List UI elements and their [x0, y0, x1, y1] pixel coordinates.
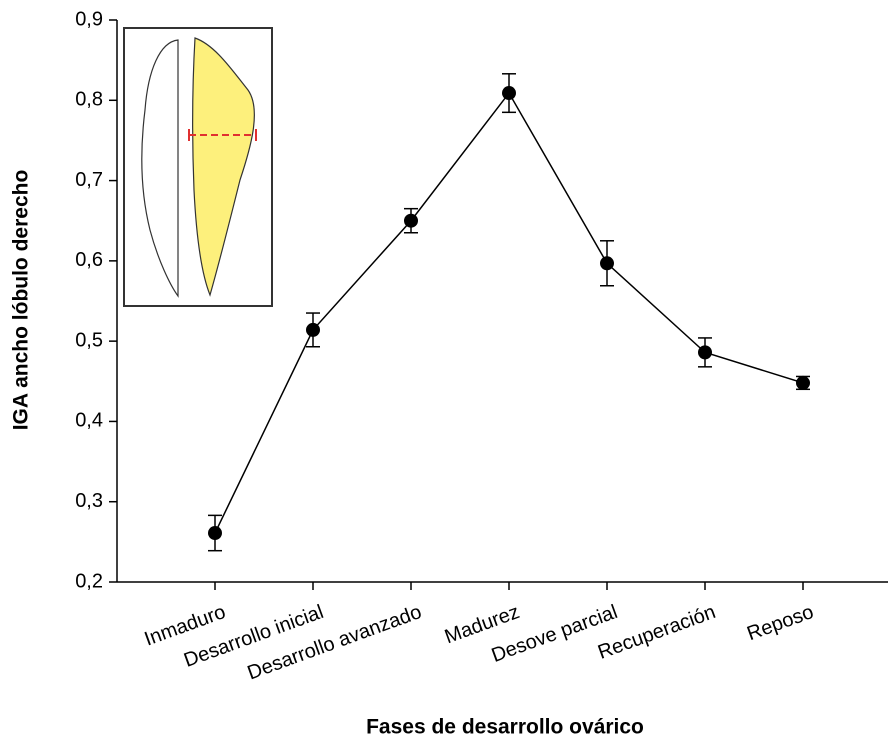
- y-tick-label: 0,6: [75, 249, 103, 271]
- y-tick-label: 0,7: [75, 169, 103, 191]
- y-tick-label: 0,5: [75, 329, 103, 351]
- data-point: [306, 322, 320, 337]
- x-tick-label: Reposo: [744, 601, 816, 645]
- inset-figure: [123, 27, 273, 307]
- series-line: [214, 91, 804, 534]
- y-tick-label: 0,8: [75, 89, 103, 111]
- data-point: [698, 345, 712, 360]
- data-point: [796, 375, 810, 390]
- y-tick-label: 0,2: [75, 570, 103, 592]
- y-tick-label: 0,3: [75, 490, 103, 512]
- inset-lobe-right: [192, 37, 255, 297]
- x-axis-title: Fases de desarrollo ovárico: [366, 716, 644, 739]
- y-tick-label: 0,4: [75, 410, 103, 432]
- data-point: [502, 86, 516, 101]
- x-tick-label: Desarrollo avanzado: [245, 601, 425, 684]
- y-axis-title: IGA ancho lóbulo derecho: [10, 170, 33, 431]
- data-point: [208, 526, 222, 541]
- y-tick-label: 0,9: [75, 8, 103, 30]
- data-point: [600, 256, 614, 271]
- inset-lobe-left: [141, 39, 179, 298]
- data-point: [404, 213, 418, 228]
